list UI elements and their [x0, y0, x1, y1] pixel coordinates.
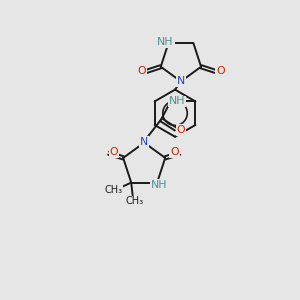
Text: O: O: [216, 66, 225, 76]
Text: O: O: [170, 147, 179, 157]
Text: N: N: [140, 137, 148, 147]
Text: NH: NH: [169, 96, 185, 106]
Text: CH₃: CH₃: [104, 185, 123, 195]
Text: NH: NH: [157, 38, 174, 47]
Text: N: N: [177, 76, 185, 86]
Text: CH₃: CH₃: [126, 196, 144, 206]
Text: NH: NH: [151, 180, 168, 190]
Text: O: O: [137, 66, 146, 76]
Text: O: O: [110, 147, 118, 157]
Text: O: O: [177, 125, 185, 135]
